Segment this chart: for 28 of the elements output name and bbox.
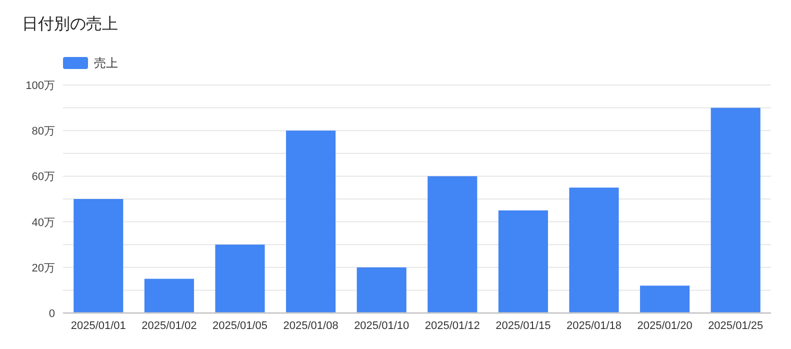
x-tick-label: 2025/01/20	[637, 320, 692, 332]
bar	[498, 210, 548, 313]
x-tick-label: 2025/01/05	[212, 320, 268, 332]
y-tick-label: 60万	[32, 171, 55, 184]
bar	[215, 244, 265, 313]
bar	[356, 267, 406, 313]
x-tick-label: 2025/01/18	[566, 320, 622, 332]
bar	[144, 278, 194, 313]
y-tick-label: 0	[48, 308, 55, 320]
bar	[640, 286, 690, 313]
x-tick-label: 2025/01/10	[354, 320, 410, 332]
x-tick-label: 2025/01/25	[708, 320, 764, 332]
bar	[428, 176, 478, 313]
x-tick-label: 2025/01/08	[283, 320, 338, 332]
y-tick-label: 100万	[26, 80, 55, 92]
x-tick-label: 2025/01/02	[142, 320, 197, 332]
bar	[710, 108, 760, 313]
legend-label: 売上	[94, 56, 118, 70]
x-tick-label: 2025/01/15	[496, 320, 551, 332]
bar	[569, 188, 619, 313]
x-tick-label: 2025/01/01	[70, 320, 126, 332]
bar	[286, 130, 336, 313]
y-tick-label: 80万	[32, 126, 55, 138]
y-tick-label: 40万	[32, 216, 55, 229]
bar	[74, 199, 124, 313]
x-tick-label: 2025/01/12	[424, 320, 480, 332]
chart-title: 日付別の売上	[22, 15, 118, 33]
y-tick-label: 20万	[32, 262, 55, 274]
